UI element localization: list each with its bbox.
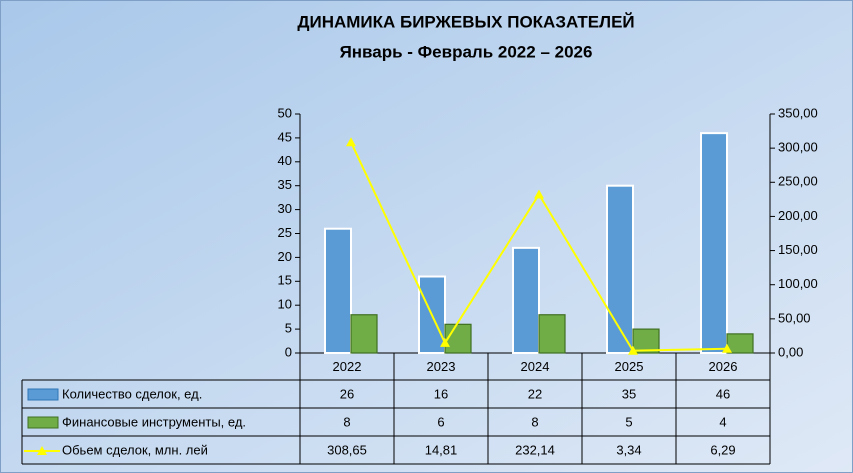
data-label: 8 xyxy=(531,414,538,429)
x-tick-label: 2022 xyxy=(333,359,362,374)
y-tick-label: 5 xyxy=(285,321,292,336)
y2-tick-label: 350,00 xyxy=(778,105,818,120)
y2-tick-label: 0,00 xyxy=(778,344,803,359)
bar xyxy=(606,184,634,354)
bar xyxy=(444,323,472,354)
legend-label: Финансовые инструменты, ед. xyxy=(62,414,246,429)
data-label: 16 xyxy=(434,386,448,401)
bar xyxy=(512,246,540,354)
y-tick-label: 50 xyxy=(278,105,292,120)
bar xyxy=(700,132,728,354)
line-marker xyxy=(534,189,544,199)
data-label: 46 xyxy=(716,386,730,401)
data-label: 14,81 xyxy=(425,442,458,457)
data-label: 6 xyxy=(437,414,444,429)
bar xyxy=(632,328,660,354)
y-tick-label: 40 xyxy=(278,153,292,168)
y2-tick-label: 50,00 xyxy=(778,310,811,325)
y-tick-label: 45 xyxy=(278,129,292,144)
line-marker xyxy=(722,343,732,353)
line-marker xyxy=(440,337,450,347)
line-marker xyxy=(628,345,638,355)
y2-tick-label: 200,00 xyxy=(778,208,818,223)
x-tick-label: 2025 xyxy=(615,359,644,374)
bar xyxy=(350,314,378,354)
chart-title: ДИНАМИКА БИРЖЕВЫХ ПОКАЗАТЕЛЕЙ xyxy=(297,12,634,31)
line-marker xyxy=(346,137,356,147)
bar xyxy=(538,314,566,354)
data-label: 5 xyxy=(625,414,632,429)
y2-tick-label: 250,00 xyxy=(778,174,818,189)
legend-key xyxy=(27,388,59,401)
y-tick-label: 30 xyxy=(278,201,292,216)
bar xyxy=(726,333,754,354)
legend-key xyxy=(37,446,47,455)
data-label: 22 xyxy=(528,386,542,401)
data-label: 232,14 xyxy=(515,442,555,457)
legend-key xyxy=(27,416,59,429)
x-tick-label: 2026 xyxy=(709,359,738,374)
bar xyxy=(324,227,352,354)
data-label: 4 xyxy=(719,414,726,429)
x-tick-label: 2023 xyxy=(427,359,456,374)
data-label: 6,29 xyxy=(710,442,735,457)
data-label: 8 xyxy=(343,414,350,429)
y-tick-label: 20 xyxy=(278,249,292,264)
y-tick-label: 25 xyxy=(278,225,292,240)
y-tick-label: 35 xyxy=(278,177,292,192)
y-tick-label: 10 xyxy=(278,297,292,312)
data-label: 35 xyxy=(622,386,636,401)
y2-tick-label: 300,00 xyxy=(778,140,818,155)
legend-label: Количество сделок, ед. xyxy=(62,386,202,401)
legend-label: Обьем сделок, млн. лей xyxy=(62,442,208,457)
chart-subtitle: Январь - Февраль 2022 – 2026 xyxy=(340,42,593,61)
y2-tick-label: 100,00 xyxy=(778,276,818,291)
data-label: 26 xyxy=(340,386,354,401)
y2-tick-label: 150,00 xyxy=(778,242,818,257)
data-label: 3,34 xyxy=(616,442,641,457)
data-label: 308,65 xyxy=(327,442,367,457)
y-tick-label: 0 xyxy=(285,344,292,359)
y-tick-label: 15 xyxy=(278,273,292,288)
x-tick-label: 2024 xyxy=(521,359,550,374)
